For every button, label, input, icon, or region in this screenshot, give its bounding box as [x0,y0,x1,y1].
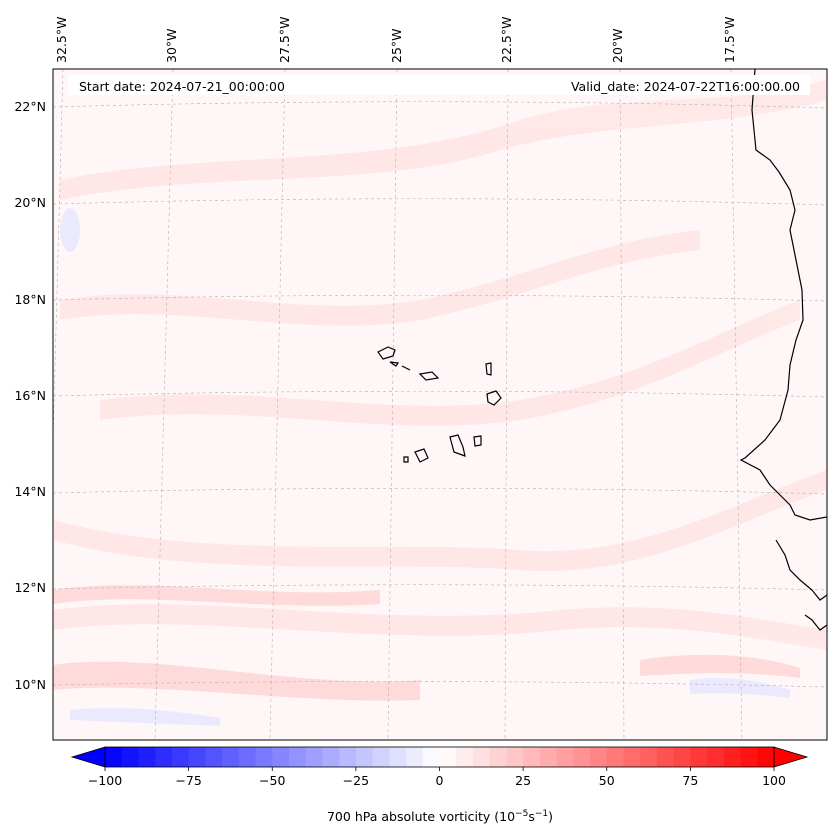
colorbar-cell [439,747,457,767]
lon-label: 17.5°W [722,17,737,63]
colorbar-extend-high [773,746,809,768]
lat-label: 16°N [14,388,46,403]
lon-label: 25°W [389,28,404,63]
colorbar-cell [456,747,474,767]
colorbar-cell [138,747,156,767]
colorbar-cell [590,747,608,767]
colorbar-cell [155,747,173,767]
colorbar-cell [556,747,574,767]
coastlines [377,69,827,631]
colorbar-ticks: −100 −75 −50 −25 0 25 50 75 100 [88,767,786,788]
date-banner [68,75,810,95]
lat-label: 18°N [14,292,46,307]
colorbar-extend-low [70,746,106,768]
colorbar-tick-label: −25 [343,773,369,788]
graticule [53,69,827,740]
colorbar-tick-label: 50 [599,773,615,788]
lat-label: 10°N [14,677,46,692]
colorbar-cell [238,747,256,767]
lon-label: 22.5°W [499,17,514,63]
colorbar-cell [205,747,223,767]
colorbar-cell [222,747,240,767]
lon-label: 27.5°W [277,17,292,63]
colorbar-cell [288,747,307,767]
colorbar-cell [188,747,206,767]
colorbar-tick-label: 100 [762,773,786,788]
lon-label: 30°W [164,28,179,63]
colorbar-cell [372,747,390,767]
colorbar-cell [472,747,491,767]
lat-label: 22°N [14,99,46,114]
colorbar-cell [690,747,708,767]
colorbar-cell [305,747,323,767]
colorbar-cell [623,747,641,767]
colorbar-cell [406,747,424,767]
colorbar-cell [355,747,373,767]
colorbar-cell [272,747,290,767]
colorbar-tick-label: 75 [682,773,698,788]
colorbar-cells [105,747,775,767]
start-date: Start date: 2024-07-21_00:00:00 [79,79,285,94]
colorbar-cell [539,747,557,767]
colorbar-cell [171,747,190,767]
colorbar-cell [573,747,591,767]
colorbar-tick-label: 25 [515,773,531,788]
colorbar-cell [673,747,691,767]
colorbar-tick-label: 0 [436,773,444,788]
colorbar-cell [489,747,507,767]
vorticity-field [53,69,827,740]
colorbar-cell [523,747,541,767]
latitude-labels: 22°N 20°N 18°N 16°N 14°N 12°N 10°N [14,99,46,692]
longitude-labels: 32.5°W 30°W 27.5°W 25°W 22.5°W 20°W 17.5… [54,17,737,63]
colorbar-cell [322,747,340,767]
valid-date: Valid_date: 2024-07-22T16:00:00.00 [571,79,800,94]
lon-label: 20°W [610,28,625,63]
lat-label: 20°N [14,195,46,210]
colorbar-cell [606,747,624,767]
lat-label: 12°N [14,580,46,595]
colorbar-tick-label: −75 [175,773,201,788]
lon-label: 32.5°W [54,17,69,63]
lat-label: 14°N [14,484,46,499]
colorbar: −100 −75 −50 −25 0 25 50 75 100 700 hPa absolute… [70,746,809,824]
colorbar-cell [740,747,758,767]
colorbar-tick-label: −100 [88,773,122,788]
colorbar-cell [389,747,407,767]
colorbar-cell [255,747,273,767]
colorbar-cell [723,747,741,767]
map-frame [52,68,828,741]
colorbar-cell [757,747,775,767]
colorbar-cell [105,747,123,767]
colorbar-label: 700 hPa absolute vorticity (10−5s−1) [327,809,553,824]
colorbar-cell [121,747,139,767]
colorbar-cell [656,747,675,767]
colorbar-tick-label: −50 [259,773,285,788]
colorbar-cell [422,747,440,767]
colorbar-cell [707,747,725,767]
colorbar-cell [339,747,357,767]
colorbar-cell [506,747,524,767]
colorbar-cell [640,747,658,767]
